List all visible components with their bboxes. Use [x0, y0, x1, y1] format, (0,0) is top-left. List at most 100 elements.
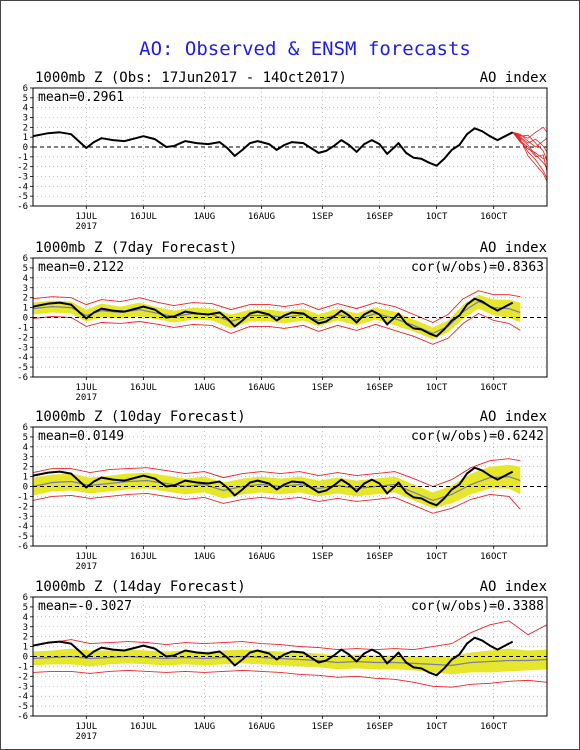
x-tick-label: 16JUL — [130, 552, 157, 562]
x-tick-label: 1JUL — [75, 383, 97, 393]
x-tick-label: 1JUL — [75, 552, 97, 562]
x-tick-label: 16JUL — [130, 212, 157, 222]
x-tick-label: 1OCT — [426, 552, 448, 562]
x-tick-label: 1SEP — [312, 383, 334, 393]
mean-label: mean=0.0149 — [38, 429, 124, 444]
x-tick-label: 1SEP — [312, 212, 334, 222]
ensemble-min-line — [33, 669, 547, 688]
x-tick-year-label: 2017 — [75, 222, 97, 232]
x-tick-label: 16OCT — [480, 212, 508, 222]
panel-title: 1000mb Z (10day Forecast) — [35, 409, 246, 425]
panel-index-label: AO index — [480, 70, 547, 86]
panel-index-label: AO index — [480, 240, 547, 256]
ensemble-member-line — [512, 126, 547, 139]
x-tick-label: 1SEP — [312, 552, 334, 562]
y-tick-label: -6 — [17, 373, 28, 383]
observed-line — [33, 127, 514, 167]
x-tick-label: 16AUG — [248, 383, 275, 393]
y-tick-label: -5 — [17, 363, 28, 373]
y-tick-label: 4 — [23, 443, 28, 453]
y-tick-label: -6 — [17, 712, 28, 722]
y-tick-label: -2 — [17, 672, 28, 682]
ensemble-min-line — [33, 312, 521, 345]
y-tick-label: -1 — [17, 492, 28, 502]
ensemble-max-line — [33, 458, 521, 487]
y-tick-label: 2 — [23, 294, 28, 304]
y-tick-label: 1 — [23, 473, 28, 483]
y-tick-label: -1 — [17, 153, 28, 163]
y-tick-label: 2 — [23, 123, 28, 133]
x-tick-label: 16AUG — [248, 552, 275, 562]
x-tick-year-label: 2017 — [75, 393, 97, 403]
y-tick-label: 4 — [23, 613, 28, 623]
panel-title: 1000mb Z (7day Forecast) — [35, 240, 237, 256]
ensemble-member-line — [512, 131, 547, 168]
y-tick-label: 3 — [23, 453, 28, 463]
x-tick-label: 16SEP — [366, 383, 394, 393]
x-tick-label: 1AUG — [193, 383, 215, 393]
y-tick-label: 3 — [23, 284, 28, 294]
ensemble-member-line — [512, 132, 547, 172]
mean-label: mean=0.2122 — [38, 260, 124, 275]
plot-content — [33, 88, 547, 206]
ensemble-max-line — [33, 620, 547, 651]
y-tick-label: -5 — [17, 532, 28, 542]
panel-1: 1000mb Z (Obs: 17Jun2017 - 14Oct2017) AO … — [17, 70, 548, 232]
plot-content — [33, 597, 547, 716]
y-tick-label: 3 — [23, 623, 28, 633]
y-tick-label: 5 — [23, 94, 28, 104]
ensemble-member-line — [512, 131, 547, 161]
y-tick-label: 4 — [23, 104, 28, 114]
y-tick-label: -1 — [17, 323, 28, 333]
y-tick-label: -3 — [17, 512, 28, 522]
figure-title: AO: Observed & ENSM forecasts — [139, 38, 471, 60]
y-tick-label: -4 — [17, 353, 28, 363]
y-tick-label: 6 — [23, 593, 28, 603]
x-tick-label: 1OCT — [426, 212, 448, 222]
y-tick-label: 0 — [23, 143, 28, 153]
panel-index-label: AO index — [480, 409, 547, 425]
observed-line — [33, 466, 514, 507]
y-tick-label: -3 — [17, 343, 28, 353]
x-tick-year-label: 2017 — [75, 562, 97, 572]
observed-line — [33, 636, 514, 677]
y-tick-label: -2 — [17, 333, 28, 343]
panel-title: 1000mb Z (Obs: 17Jun2017 - 14Oct2017) — [35, 70, 347, 86]
mean-label: mean=0.2961 — [38, 90, 124, 105]
x-tick-label: 16OCT — [480, 383, 508, 393]
ensemble-mean-line — [33, 655, 547, 667]
x-tick-label: 1AUG — [193, 552, 215, 562]
x-tick-label: 1JUL — [75, 722, 97, 732]
y-tick-label: 6 — [23, 423, 28, 433]
panel-index-label: AO index — [480, 579, 547, 595]
ensemble-member-line — [512, 131, 547, 153]
ensemble-member-line — [512, 132, 547, 182]
y-tick-label: -4 — [17, 692, 28, 702]
y-tick-label: 3 — [23, 114, 28, 124]
x-tick-label: 1OCT — [426, 383, 448, 393]
panel-4: 1000mb Z (14day Forecast) AO index 6543210… — [17, 579, 548, 742]
ensemble-min-line — [33, 492, 521, 514]
mean-label: mean=-0.3027 — [38, 599, 132, 614]
y-tick-label: 5 — [23, 603, 28, 613]
x-tick-label: 16OCT — [480, 552, 508, 562]
y-tick-label: 2 — [23, 633, 28, 643]
x-tick-label: 1SEP — [312, 722, 334, 732]
panel-2: 1000mb Z (7day Forecast) AO index6543210-… — [17, 240, 548, 403]
x-tick-label: 16OCT — [480, 722, 508, 732]
y-tick-label: 5 — [23, 433, 28, 443]
y-tick-label: -5 — [17, 702, 28, 712]
correlation-label: cor(w/obs)=0.3388 — [411, 599, 544, 614]
ensemble-member-line — [512, 131, 547, 148]
y-tick-label: 4 — [23, 274, 28, 284]
plot-content — [33, 427, 547, 546]
y-tick-label: -2 — [17, 502, 28, 512]
y-tick-label: 1 — [23, 643, 28, 653]
x-tick-year-label: 2017 — [75, 732, 97, 742]
y-tick-label: -4 — [17, 522, 28, 532]
y-tick-label: -6 — [17, 202, 28, 212]
x-tick-label: 16SEP — [366, 212, 394, 222]
y-tick-label: 6 — [23, 254, 28, 264]
x-tick-label: 16JUL — [130, 722, 157, 732]
